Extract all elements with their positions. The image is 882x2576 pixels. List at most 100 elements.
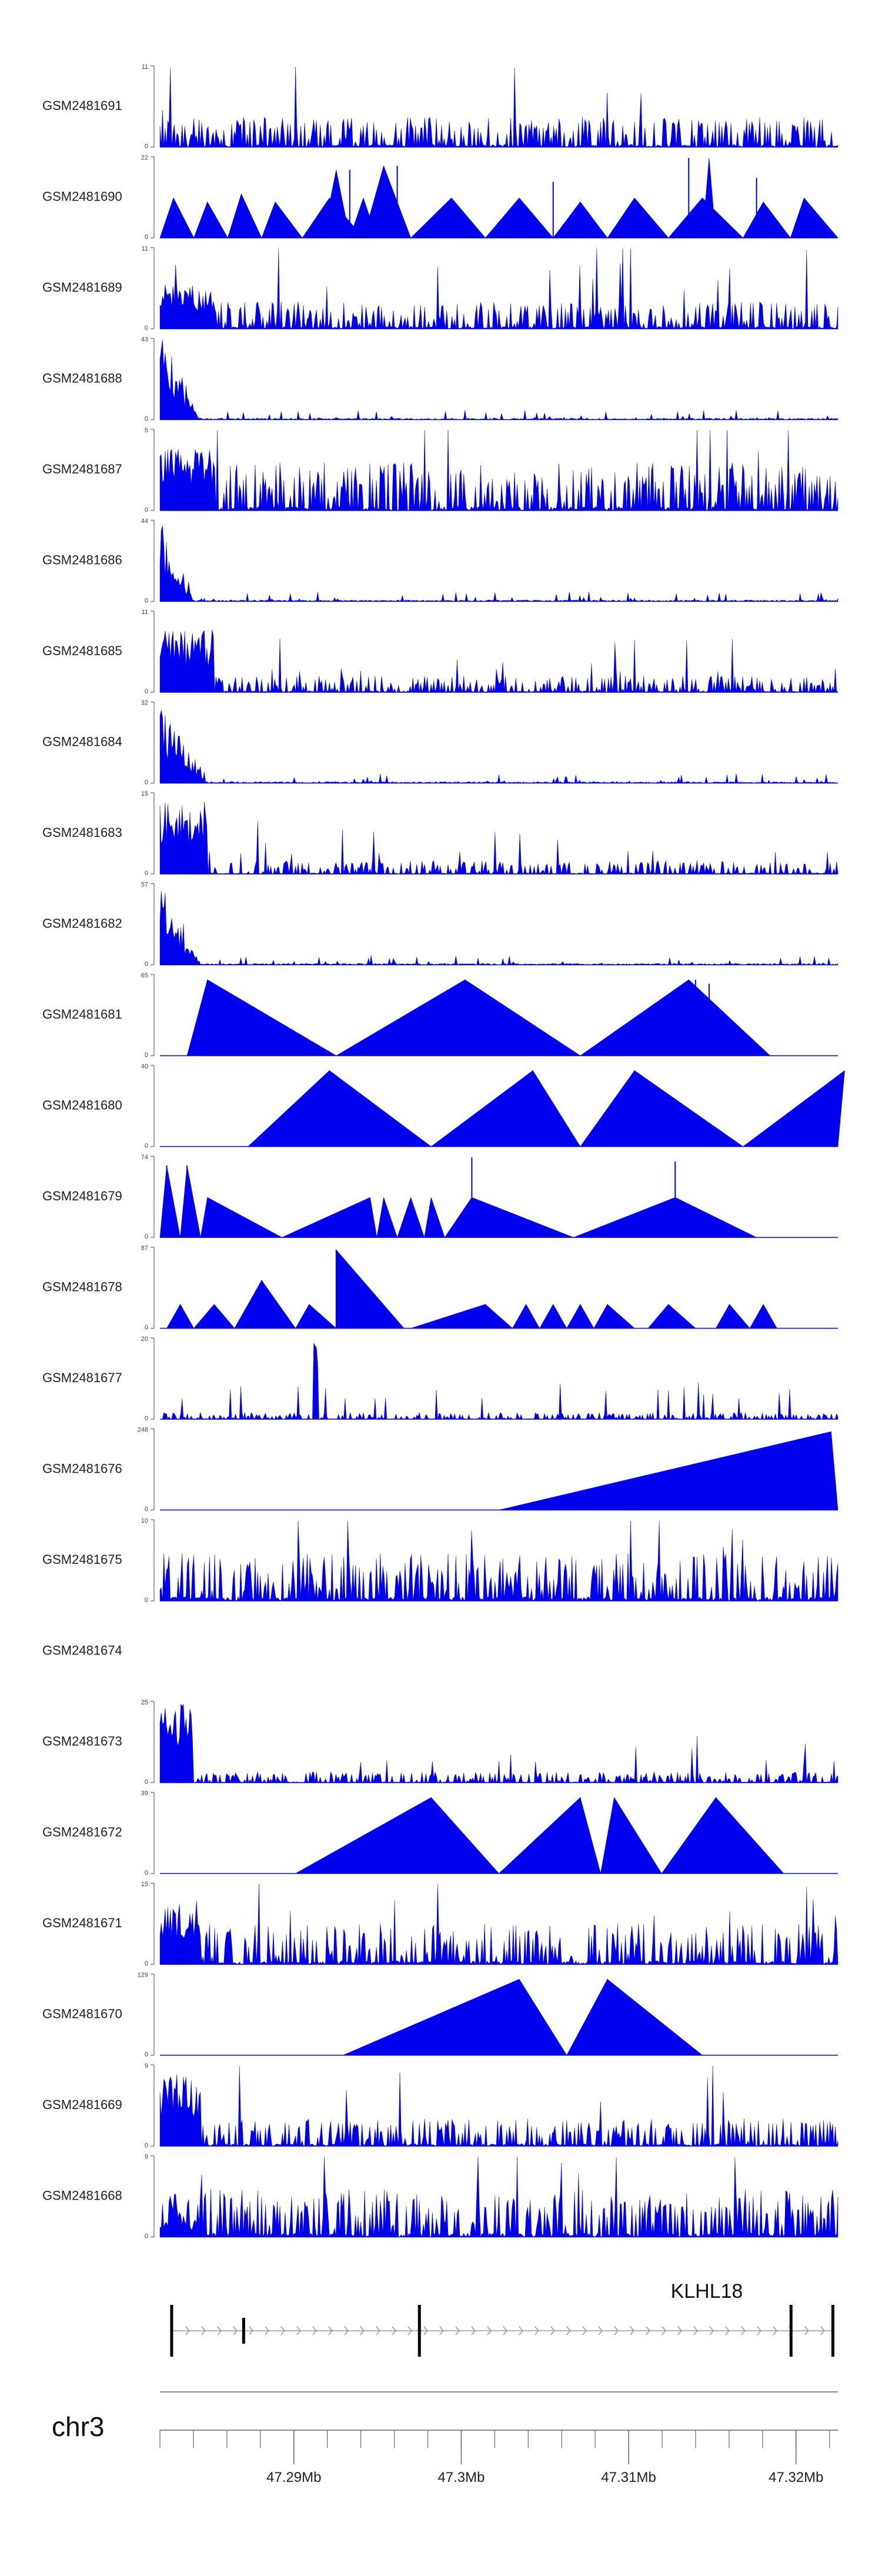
track-GSM2481675: GSM2481675 10 0 [42,1517,838,1604]
track-GSM2481690: GSM2481690 22 0 [42,155,838,241]
track-GSM2481673: GSM2481673 25 0 [42,1699,838,1786]
strand-arrow [646,2326,650,2335]
y-max-label: 129 [138,1972,148,1979]
strand-arrow [328,2326,333,2335]
track-label: GSM2481676 [42,1461,122,1476]
track-label: GSM2481670 [42,2007,122,2021]
gene-track: KLHL18 [170,2280,834,2357]
track-label: GSM2481669 [42,2097,122,2112]
y-zero-label: 0 [145,688,148,695]
track-GSM2481669: GSM2481669 9 0 [42,2063,838,2149]
track-GSM2481688: GSM2481688 43 0 [42,336,838,423]
y-max-label: 65 [141,972,148,979]
strand-arrow [217,2326,222,2335]
strand-arrow [455,2326,460,2335]
strand-arrow [519,2326,523,2335]
coverage-area [159,1165,757,1238]
coverage-area [159,890,838,965]
coverage-area [159,2066,838,2147]
y-max-label: 44 [141,518,148,525]
strand-arrow [582,2326,587,2335]
strand-arrow [709,2326,714,2335]
y-max-label: 74 [141,1154,148,1161]
y-zero-label: 0 [145,1324,148,1332]
track-GSM2481685: GSM2481685 11 0 [42,609,838,695]
y-max-label: 57 [141,882,148,889]
strand-arrow [265,2326,269,2335]
track-label: GSM2481684 [42,735,122,749]
strand-arrow [487,2326,492,2335]
y-max-label: 11 [142,245,148,252]
x-tick-label: 47.29Mb [266,2470,321,2485]
strand-arrow [471,2326,476,2335]
track-label: GSM2481686 [42,553,122,568]
coverage-area [159,2157,838,2237]
coverage-area [159,710,838,783]
strand-arrow [185,2326,190,2335]
y-max-label: 11 [142,64,148,71]
track-GSM2481668: GSM2481668 9 0 [42,2154,838,2240]
y-max-label: 40 [141,1063,148,1070]
strand-arrow [693,2326,698,2335]
track-GSM2481671: GSM2481671 15 0 [42,1881,838,1967]
y-max-label: 15 [141,1881,148,1888]
coverage-area [159,1703,838,1783]
strand-arrow [614,2326,619,2335]
track-GSM2481677: GSM2481677 20 0 [42,1336,838,1422]
y-zero-label: 0 [145,779,148,786]
coverage-area [159,66,838,148]
track-GSM2481689: GSM2481689 11 0 [42,245,838,332]
track-label: GSM2481685 [42,643,122,658]
track-label: GSM2481683 [42,825,122,840]
y-zero-label: 0 [145,1143,148,1150]
coverage-area [159,1884,838,1965]
track-label: GSM2481677 [42,1370,122,1385]
track-label: GSM2481689 [42,280,122,295]
y-zero-label: 0 [145,1960,148,1967]
y-max-label: 9 [145,2063,148,2070]
strand-arrow [662,2326,666,2335]
coverage-area [159,526,838,602]
track-label: GSM2481672 [42,1825,122,1840]
strand-arrow [820,2326,825,2335]
track-label: GSM2481680 [42,1098,122,1113]
strand-arrow [677,2326,682,2335]
exon [242,2318,245,2344]
track-label: GSM2481675 [42,1552,122,1567]
y-zero-label: 0 [145,2051,148,2058]
track-GSM2481678: GSM2481678 87 0 [42,1245,838,1332]
strand-arrow [598,2326,603,2335]
exon [789,2305,793,2357]
y-zero-label: 0 [145,961,148,968]
y-zero-label: 0 [145,2233,148,2240]
strand-arrow [741,2326,746,2335]
y-max-label: 20 [141,1336,148,1343]
genome-axis: chr3 47.29Mb 47.3Mb 47.31Mb 47.32Mb [52,2391,838,2485]
strand-arrow [550,2326,555,2335]
chromosome-label: chr3 [52,2411,104,2442]
y-zero-label: 0 [145,1870,148,1877]
strand-arrow [312,2326,317,2335]
y-max-label: 87 [141,1245,148,1252]
coverage-tracks: GSM2481691110GSM2481690220GSM2481689110G… [42,64,845,2240]
track-label: GSM2481673 [42,1734,122,1749]
y-zero-label: 0 [145,325,148,332]
coverage-area [343,1978,703,2056]
strand-arrow [534,2326,539,2335]
y-zero-label: 0 [145,416,148,423]
strand-arrow [503,2326,507,2335]
track-GSM2481680: GSM2481680 40 0 [42,1063,845,1150]
y-zero-label: 0 [145,598,148,605]
x-tick-label: 47.32Mb [769,2470,823,2485]
coverage-area [160,1342,838,1420]
coverage-area [186,979,771,1056]
coverage-area [159,339,838,420]
y-max-label: 39 [141,1790,148,1797]
track-GSM2481681: GSM2481681 65 0 [42,972,838,1059]
track-label: GSM2481679 [42,1189,122,1203]
y-max-label: 15 [141,790,148,798]
coverage-area [159,248,838,329]
y-max-label: 5 [145,427,148,434]
strand-arrow [439,2326,444,2335]
strand-arrow [566,2326,571,2335]
